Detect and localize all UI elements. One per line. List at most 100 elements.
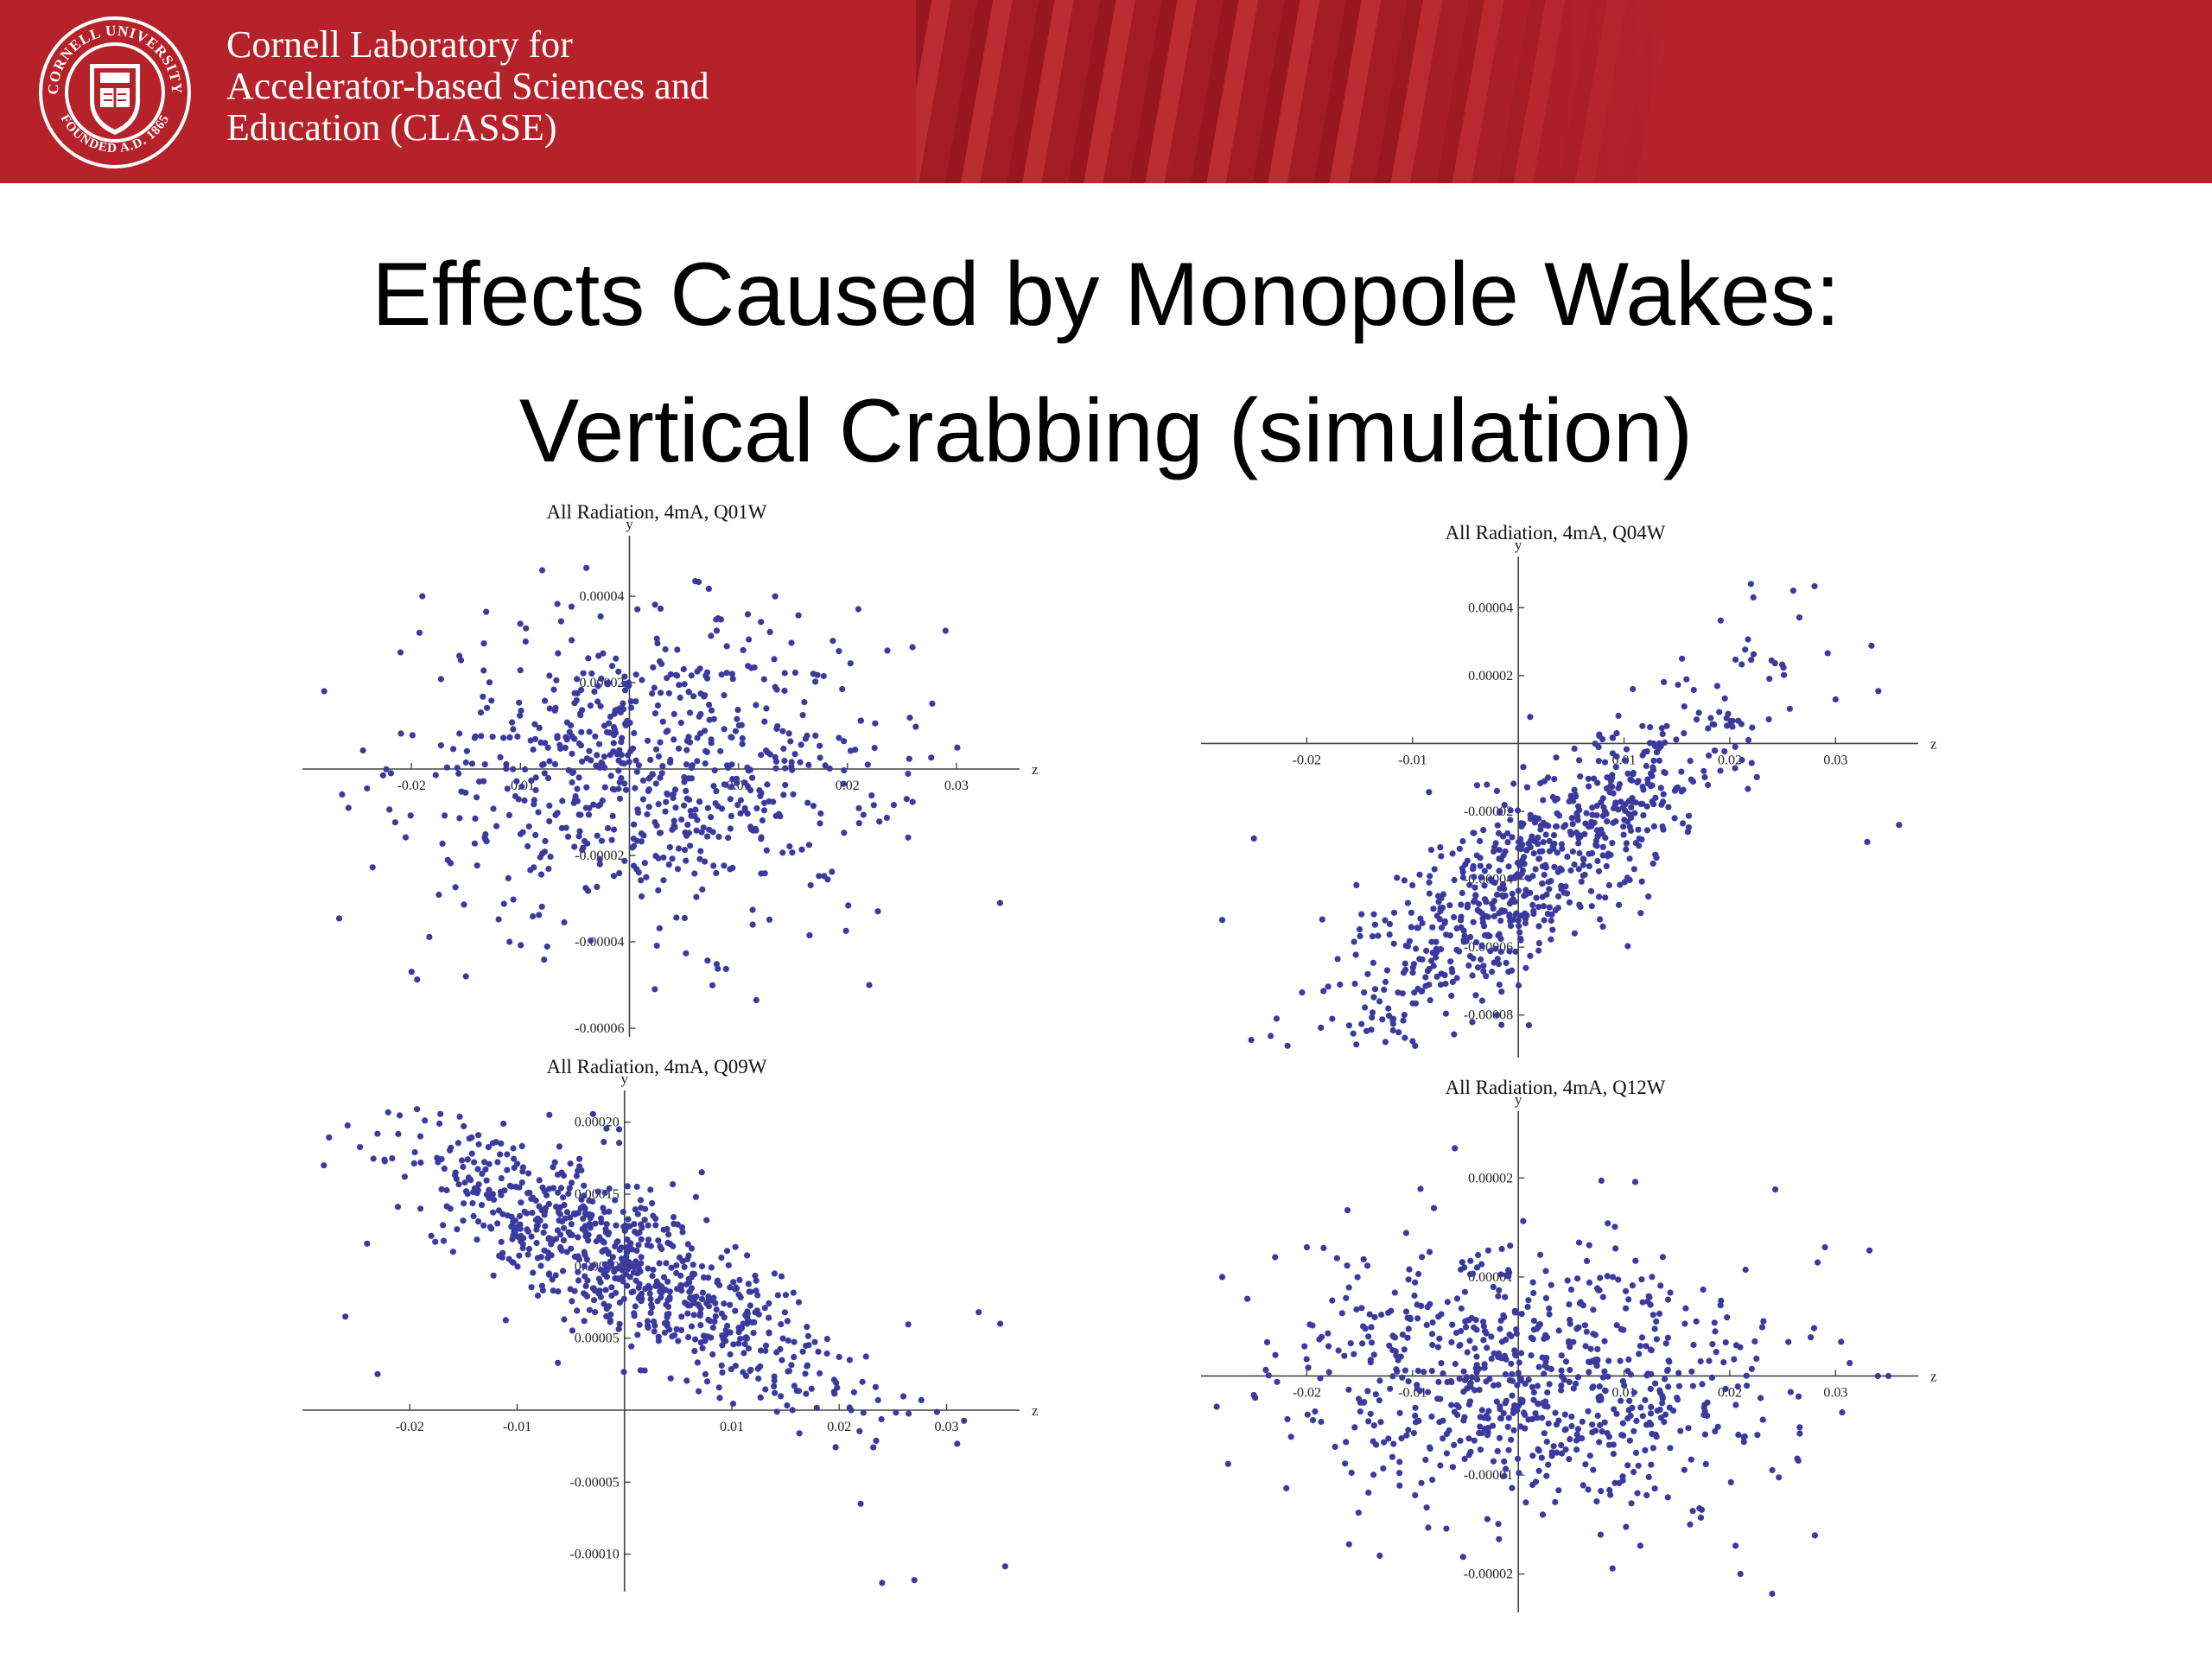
scatter-point [1480,1337,1487,1344]
scatter-point [597,613,604,620]
scatter-point [580,670,587,677]
chart-title: All Radiation, 4mA, Q04W [1446,522,1666,543]
scatter-point [696,1310,704,1317]
scatter-point [1832,696,1839,702]
scatter-point [1638,878,1645,885]
scatter-point [443,764,450,771]
scatter-point [638,838,645,845]
scatter-point [1712,1427,1719,1434]
scatter-point [1671,815,1678,822]
x-tick-label: 0.03 [1823,753,1847,767]
scatter-point [541,1188,548,1195]
scatter-point [905,770,912,778]
scatter-point [1564,853,1571,861]
scatter-point [1593,803,1600,810]
scatter-point [1629,795,1636,802]
scatter-point [832,1444,839,1451]
scatter-point [1700,1411,1707,1419]
scatter-point [1438,925,1446,931]
scatter-point [635,809,642,817]
scatter-point [1621,879,1628,886]
scatter-point [1538,1454,1545,1461]
scatter-point [1768,657,1775,664]
scatter-point [1664,1494,1671,1501]
scatter-point [584,840,591,847]
scatter-point [454,1226,461,1233]
scatter-point [618,739,625,746]
scatter-point [485,1144,492,1151]
scatter-point [1693,716,1700,723]
scatter-point [561,918,568,926]
scatter-point [1431,866,1438,873]
scatter-point [1469,865,1477,873]
scatter-point [698,1169,705,1176]
scatter-point [1370,1351,1377,1358]
scatter-point [677,1326,685,1333]
scatter-point [1465,962,1472,969]
scatter-point [544,1255,551,1262]
scatter-point [1306,1321,1313,1328]
scatter-point [1592,1332,1599,1338]
scatter-point [477,709,485,716]
scatter-point [755,1375,762,1382]
scatter-point [1350,1030,1357,1037]
scatter-point [1662,1340,1669,1347]
scatter-point [1496,982,1503,988]
scatter-point [1515,887,1522,894]
scatter-point [1596,1383,1603,1390]
scatter-point [470,1212,477,1220]
scatter-point [1397,1353,1404,1360]
scatter-point [479,1170,486,1178]
scatter-point [1501,1472,1508,1479]
scatter-point [559,1218,566,1225]
scatter-point [1453,975,1460,982]
scatter-point [611,786,618,793]
scatter-point [1626,855,1633,862]
scatter-point [1451,1031,1458,1038]
scatter-point [1402,1034,1408,1041]
scatter-point [645,786,652,793]
scatter-point [1658,725,1665,732]
org-line-2: Accelerator-based Sciences and [226,65,709,107]
scatter-point [1650,823,1657,830]
scatter-point [685,689,692,696]
scatter-point [733,775,741,782]
scatter-point [457,657,465,664]
scatter-point [702,1370,709,1377]
scatter-point [581,1192,588,1199]
scatter-point [870,802,877,809]
scatter-point [1463,1374,1471,1381]
scatter-point [770,798,777,805]
scatter-point [603,1221,610,1228]
scatter-point [1415,1270,1422,1278]
scatter-point [1386,1342,1393,1349]
scatter-point [612,1197,619,1204]
scatter-point [531,721,538,728]
scatter-point [574,676,581,683]
scatter-point [650,664,657,671]
scatter-point [706,702,713,709]
scatter-point [1750,651,1758,658]
scatter-point [1847,1359,1853,1367]
scatter-point [1433,938,1440,945]
scatter-point [615,1325,622,1332]
scatter-point [663,798,670,805]
scatter-point [1391,1289,1398,1296]
scatter-point [1535,1401,1541,1408]
scatter-point [788,639,795,646]
scatter-point [614,1274,621,1282]
scatter-point [608,663,616,670]
scatter-point [788,759,795,766]
scatter-point [645,1236,652,1243]
scatter-point [1490,905,1497,912]
scatter-point [1482,1328,1489,1335]
scatter-point [1387,1385,1394,1392]
scatter-point [1509,1392,1516,1399]
scatter-point [1619,1420,1626,1427]
scatter-point [996,899,1003,906]
scatter-point [440,1237,448,1244]
scatter-point [645,1222,652,1229]
scatter-point [727,866,734,873]
scatter-point [581,1249,588,1255]
scatter-point [1457,1437,1464,1444]
